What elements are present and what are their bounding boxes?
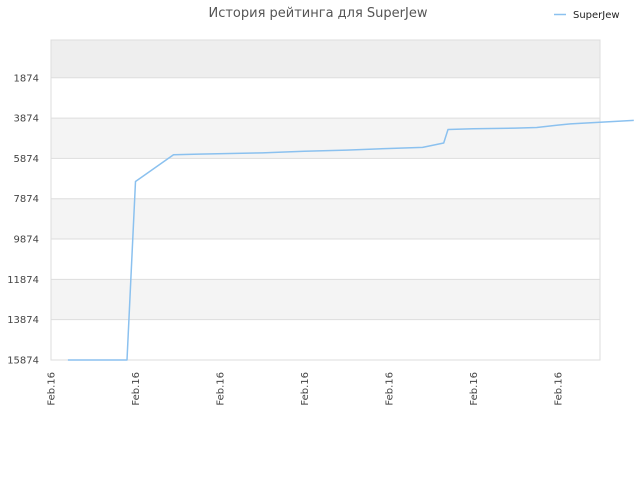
- y-tick-label: 5874: [14, 154, 39, 165]
- y-tick-label: 1874: [14, 73, 39, 84]
- x-tick-label: Feb.16: [215, 372, 226, 406]
- y-tick-label: 13874: [7, 315, 39, 326]
- grid-lines: [50, 39, 601, 361]
- y-tick-label: 7874: [14, 194, 39, 205]
- legend-label: SuperJew: [573, 10, 620, 21]
- x-tick-label: Feb.16: [131, 372, 142, 406]
- x-tick-label: Feb.16: [384, 372, 395, 406]
- plot-frame: [50, 39, 601, 361]
- x-tick-label: Feb.16: [469, 372, 480, 406]
- y-tick-label: 11874: [7, 275, 39, 286]
- y-tick-label: 15874: [7, 356, 39, 367]
- x-tick-label: Feb.16: [300, 372, 311, 406]
- y-tick-label: 3874: [14, 114, 39, 125]
- x-axis: Feb.16 Feb.16 Feb.16 Feb.16 Feb.16 Feb.16 Feb.…: [47, 372, 565, 406]
- x-tick-label: Feb.16: [553, 372, 564, 406]
- plot-band: [51, 198, 600, 240]
- legend: SuperJew: [554, 10, 620, 21]
- plot-bands: [51, 40, 600, 360]
- plot-band: [51, 118, 600, 159]
- y-tick-label: 9874: [14, 235, 39, 246]
- chart-title: История рейтинга для SuperJew: [208, 6, 427, 21]
- plot-band: [51, 239, 600, 280]
- plot-band: [51, 319, 600, 360]
- plot-band: [51, 77, 600, 119]
- plot-band: [51, 40, 600, 78]
- x-tick-label: Feb.16: [47, 372, 58, 406]
- plot-band: [51, 158, 600, 199]
- y-axis: 1874 3874 5874 7874 9874 11874 13874 15874: [7, 73, 39, 366]
- series-line: [67, 119, 634, 361]
- series-layer: [67, 119, 634, 361]
- plot-band: [51, 279, 600, 320]
